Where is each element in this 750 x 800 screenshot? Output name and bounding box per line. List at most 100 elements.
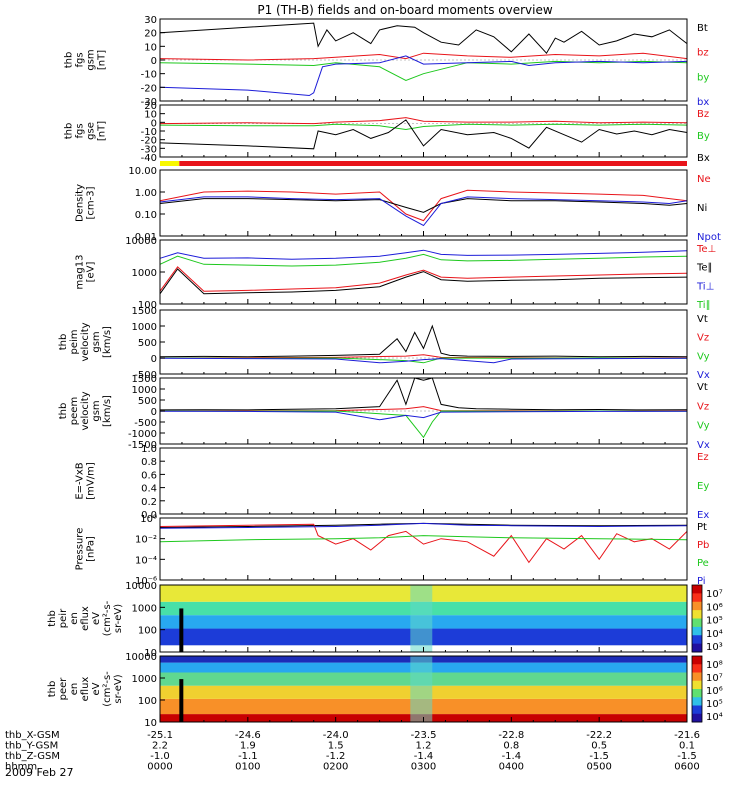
series-line-bx-3 — [159, 119, 688, 150]
time-axis-value: 0000 — [147, 762, 172, 773]
y-axis-label: mag13 [eV] — [75, 255, 97, 290]
y-tick-label: 10 — [144, 718, 157, 729]
y-tick-label: 100 — [138, 300, 157, 311]
y-axis-label-line: gsm — [86, 49, 97, 70]
y-tick-label: -1500 — [128, 440, 157, 451]
y-axis-label-line: [nT] — [97, 50, 108, 70]
series-line-vx-4 — [159, 410, 688, 421]
panel-8: Pt Pb Pe Pi 10⁰ 10⁻² 10⁻⁴ 10⁻⁶ Pressure [nPa] — [75, 514, 710, 587]
time-axis-value: -24.6 — [235, 730, 261, 741]
y-axis-label-line: thb — [64, 52, 75, 69]
y-tick-label: 1000 — [132, 385, 157, 396]
y-tick-label: 1000 — [132, 322, 157, 333]
y-axis-label-line: velocity — [80, 391, 91, 430]
y-tick-label: 10000 — [125, 652, 157, 663]
legend-entry: Ti⊥ — [696, 281, 714, 292]
y-axis-label-line: peir — [58, 608, 69, 628]
legend-entry: Vt — [697, 382, 708, 393]
mode-status-bar — [160, 161, 687, 166]
time-axis-value: 1.9 — [240, 741, 256, 752]
time-axis-value: 0300 — [411, 762, 436, 773]
y-axis-label-line: [km/s] — [102, 326, 113, 358]
series-line-ti-4 — [159, 253, 688, 267]
y-axis-label: Density [cm-3] — [75, 184, 97, 222]
colorbar: 10⁸ 10⁷ 10⁶ 10⁵ 10⁴ — [691, 655, 723, 723]
y-tick-label: 30 — [144, 15, 157, 26]
y-axis-label-line: en — [69, 612, 80, 625]
y-tick-label: 0 — [151, 407, 157, 418]
time-axis-value: -1.5 — [589, 751, 609, 762]
legend-entry: Te∥ — [696, 263, 713, 274]
time-axis-value: 0500 — [586, 762, 611, 773]
y-tick-label: 10 — [144, 42, 157, 53]
panel-1: Bt bz by bx 30 20 10 0 -10 -20 -30 thb fgs gsm [nT] — [64, 15, 710, 108]
colorbar-segment — [692, 689, 702, 698]
legend-entry: Pi — [697, 576, 706, 587]
time-axis-value: 0100 — [235, 762, 260, 773]
legend-entry: Pe — [697, 558, 709, 569]
y-axis-label-line: thb — [58, 403, 69, 420]
series-line-vt-1 — [159, 324, 688, 358]
series-line-bx-4 — [159, 55, 688, 97]
legend-entry: Vz — [697, 401, 709, 412]
y-axis-label-line: eflux — [80, 606, 91, 631]
y-tick-label: 10 — [144, 648, 157, 659]
colorbar-segment — [692, 705, 702, 715]
time-axis-value: 0200 — [323, 762, 348, 773]
y-axis-label-line: [km/s] — [102, 395, 113, 427]
time-axis-value: -22.2 — [586, 730, 612, 741]
colorbar-segment — [692, 713, 702, 723]
y-tick-label: 10000 — [125, 236, 157, 247]
time-axis-row-label: thb_X-GSM — [5, 730, 60, 741]
y-axis-label-line: gse — [86, 122, 97, 140]
legend-entry: Pb — [697, 540, 709, 551]
colorbar-segment — [692, 664, 702, 673]
colorbar-frame — [691, 584, 703, 653]
y-tick-label: -20 — [141, 83, 157, 94]
y-tick-label: 1000 — [132, 268, 157, 279]
series-line-ne-1 — [159, 189, 688, 222]
colorbar: 10⁷ 10⁶ 10⁵ 10⁴ 10³ — [691, 584, 723, 653]
colorbar-tick-label: 10³ — [706, 642, 723, 653]
series-line-ni-2 — [159, 198, 688, 213]
series-line-bt-1 — [159, 22, 688, 55]
y-tick-label: 500 — [138, 396, 157, 407]
legend-entry: Te⊥ — [696, 244, 716, 255]
colorbar-tick-label: 10⁶ — [706, 602, 723, 613]
y-tick-label: -10 — [141, 127, 157, 138]
colorbar-segment — [692, 610, 702, 619]
time-axis-value: 1.5 — [328, 741, 344, 752]
colorbar-segment — [692, 593, 702, 603]
y-axis-label-line: mag13 — [75, 255, 86, 290]
legend-entry: Vz — [697, 333, 709, 344]
y-tick-label: 20 — [144, 101, 157, 112]
y-axis-label-line: gsm — [91, 400, 102, 421]
y-tick-label: 0 — [151, 118, 157, 129]
y-axis-label-line: eV — [91, 612, 102, 625]
y-axis-label-line: thb — [47, 610, 58, 627]
colorbar-frame — [691, 655, 703, 723]
y-axis-label-line: [nT] — [97, 121, 108, 141]
y-axis-label-line: eV — [91, 682, 102, 695]
colorbar-tick-label: 10⁷ — [706, 589, 723, 600]
time-axis-value: -1.4 — [502, 751, 522, 762]
time-axis-value: -21.6 — [674, 730, 700, 741]
colorbar-tick-label: 10⁶ — [706, 686, 723, 697]
mode-bar-slow-survey — [160, 161, 180, 166]
panel-frame — [159, 169, 688, 237]
legend-entry: Ni — [697, 203, 707, 214]
colorbar-tick-label: 10⁴ — [706, 712, 723, 723]
y-tick-label: 20 — [144, 29, 157, 40]
y-tick-label: 1000 — [132, 603, 157, 614]
time-axis-value: 2.2 — [152, 741, 168, 752]
legend-entry: Npot — [697, 232, 721, 243]
y-tick-label: -1000 — [128, 429, 157, 440]
y-tick-label: 10 — [144, 110, 157, 121]
y-tick-label: -10 — [141, 70, 157, 81]
y-tick-label: 0 — [151, 354, 157, 365]
colorbar-segment — [692, 672, 702, 682]
panel-7: Ez Ey Ex 1.0 0.8 0.6 0.4 0.2 0.0 E=-VxB [mV/m] — [75, 444, 710, 521]
series-line-pb-2 — [159, 523, 688, 564]
